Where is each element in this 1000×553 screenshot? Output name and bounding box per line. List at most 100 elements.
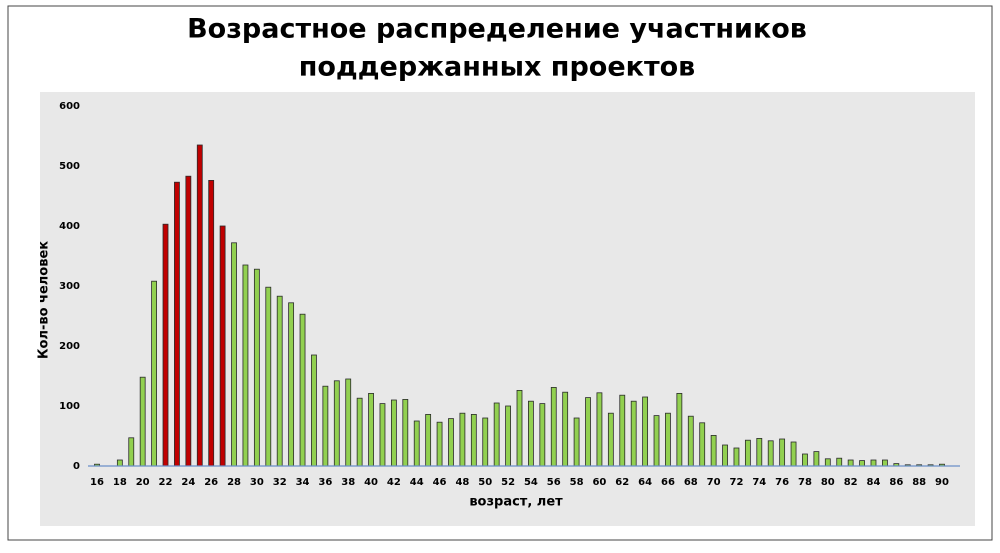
bar bbox=[687, 415, 694, 467]
bar bbox=[459, 412, 466, 467]
x-tick-label: 74 bbox=[752, 477, 766, 488]
bar bbox=[128, 437, 135, 467]
bar bbox=[722, 444, 728, 467]
x-tick-label: 84 bbox=[867, 477, 881, 488]
bar bbox=[208, 179, 215, 467]
bar bbox=[333, 380, 340, 467]
chart-title: Возрастное распределение участников bbox=[187, 14, 807, 45]
bar bbox=[676, 392, 683, 467]
bar bbox=[379, 403, 386, 467]
x-tick-label: 76 bbox=[775, 477, 789, 488]
bar bbox=[482, 417, 489, 467]
y-axis-label: Кол-во человек bbox=[37, 241, 52, 359]
bar bbox=[265, 286, 272, 467]
x-tick-label: 28 bbox=[227, 477, 241, 488]
x-tick-label: 62 bbox=[615, 477, 629, 488]
y-tick-label: 500 bbox=[59, 161, 80, 172]
bar bbox=[813, 451, 820, 467]
bar bbox=[368, 392, 374, 467]
bar bbox=[562, 391, 569, 467]
bar bbox=[116, 459, 123, 467]
bar bbox=[767, 440, 774, 467]
bar bbox=[824, 458, 831, 467]
x-tick-label: 86 bbox=[889, 477, 903, 488]
x-tick-label: 16 bbox=[90, 477, 104, 488]
bar bbox=[436, 421, 443, 467]
bar bbox=[642, 396, 649, 467]
x-tick-label: 52 bbox=[501, 477, 515, 488]
bar bbox=[653, 415, 660, 467]
x-tick-label: 24 bbox=[181, 477, 195, 488]
x-tick-label: 58 bbox=[570, 477, 584, 488]
bar bbox=[470, 413, 477, 467]
bar bbox=[836, 457, 843, 467]
y-tick-label: 100 bbox=[59, 401, 80, 412]
x-tick-label: 64 bbox=[638, 477, 652, 488]
y-tick-label: 300 bbox=[59, 281, 80, 292]
bar bbox=[425, 413, 432, 467]
x-tick-label: 48 bbox=[455, 477, 469, 488]
bar bbox=[847, 459, 854, 467]
bar bbox=[185, 175, 192, 467]
bar bbox=[493, 402, 500, 467]
x-tick-label: 78 bbox=[798, 477, 812, 488]
x-axis-label: возраст, лет bbox=[469, 495, 563, 510]
x-tick-label: 40 bbox=[364, 477, 378, 488]
x-tick-label: 22 bbox=[159, 477, 173, 488]
x-tick-label: 72 bbox=[729, 477, 743, 488]
bar bbox=[744, 439, 751, 467]
bar bbox=[345, 378, 352, 467]
bar bbox=[139, 376, 146, 467]
bar bbox=[550, 386, 557, 467]
x-tick-label: 70 bbox=[707, 477, 721, 488]
x-tick-label: 90 bbox=[935, 477, 949, 488]
x-tick-label: 36 bbox=[318, 477, 332, 488]
bar bbox=[573, 417, 580, 467]
bar bbox=[253, 268, 260, 467]
bar bbox=[311, 354, 317, 467]
bar bbox=[585, 397, 591, 467]
bar bbox=[196, 144, 203, 467]
bar bbox=[699, 422, 706, 467]
chart-title: поддержанных проектов bbox=[299, 52, 696, 83]
x-tick-label: 66 bbox=[661, 477, 675, 488]
bar bbox=[882, 459, 888, 467]
x-tick-label: 26 bbox=[204, 477, 218, 488]
x-tick-label: 88 bbox=[912, 477, 926, 488]
bar bbox=[219, 225, 226, 467]
bar bbox=[242, 264, 249, 467]
x-tick-label: 54 bbox=[524, 477, 538, 488]
bar bbox=[607, 412, 614, 467]
bar bbox=[174, 181, 180, 467]
y-tick-label: 600 bbox=[59, 101, 80, 112]
x-tick-label: 60 bbox=[592, 477, 606, 488]
x-tick-label: 34 bbox=[296, 477, 310, 488]
x-tick-label: 18 bbox=[113, 477, 127, 488]
bar bbox=[619, 394, 626, 467]
x-tick-label: 20 bbox=[136, 477, 150, 488]
y-tick-label: 400 bbox=[59, 221, 80, 232]
bar bbox=[859, 460, 865, 467]
x-tick-label: 44 bbox=[410, 477, 424, 488]
x-tick-label: 68 bbox=[684, 477, 698, 488]
x-tick-label: 50 bbox=[478, 477, 492, 488]
bar bbox=[231, 242, 237, 467]
bar bbox=[516, 389, 523, 467]
bar bbox=[596, 392, 603, 467]
bar bbox=[162, 223, 169, 467]
y-tick-label: 0 bbox=[73, 461, 80, 472]
x-tick-label: 42 bbox=[387, 477, 401, 488]
bar bbox=[356, 397, 363, 467]
bar bbox=[733, 447, 740, 467]
bar bbox=[402, 398, 409, 467]
bar bbox=[276, 295, 283, 467]
y-tick-label: 200 bbox=[59, 341, 80, 352]
x-tick-label: 32 bbox=[273, 477, 287, 488]
bar bbox=[665, 412, 671, 467]
x-tick-label: 56 bbox=[547, 477, 561, 488]
bar bbox=[505, 405, 511, 467]
bar bbox=[710, 434, 717, 467]
bar bbox=[802, 453, 808, 467]
bar bbox=[756, 437, 763, 467]
